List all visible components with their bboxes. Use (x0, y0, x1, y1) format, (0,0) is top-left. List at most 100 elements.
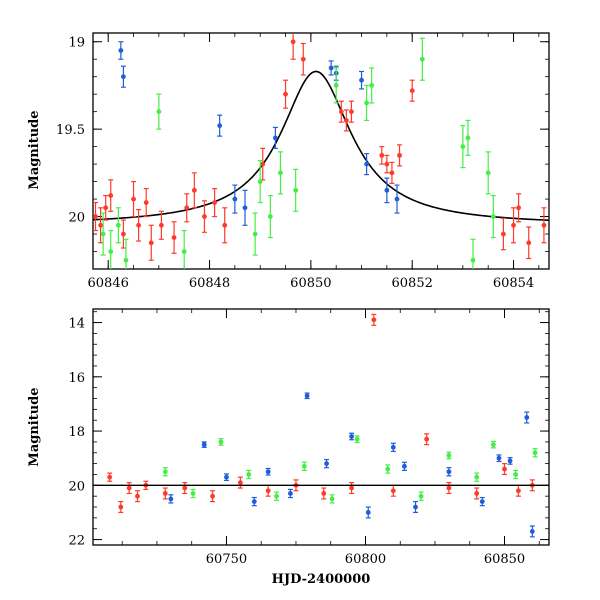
data-point (121, 231, 126, 237)
data-point (278, 170, 283, 176)
data-point (474, 491, 480, 496)
data-point (304, 393, 310, 399)
top-panel: 60846 60848 60850 60852 60854 19 19.5 20 Magnitu… (27, 32, 550, 291)
data-series (107, 313, 535, 514)
data-point (349, 109, 354, 115)
data-point (171, 235, 177, 240)
data-point (107, 474, 113, 480)
y-tick-label: 16 (68, 371, 85, 386)
data-point (159, 222, 164, 228)
data-point (181, 249, 187, 254)
data-point (162, 469, 168, 475)
data-point (103, 205, 109, 211)
data-point (390, 488, 396, 494)
data-point (474, 474, 480, 480)
plot-frame (92, 32, 550, 270)
data-point (526, 240, 532, 246)
y-tick-label: 14 (68, 317, 85, 332)
data-point (100, 231, 106, 237)
data-point (490, 214, 496, 219)
data-point (446, 469, 452, 475)
data-point (418, 493, 424, 499)
data-point (212, 200, 218, 205)
y-tick-label: 20 (68, 211, 85, 226)
x-axis-title: HJD-2400000 (272, 572, 371, 587)
data-point (108, 249, 114, 254)
data-point (93, 214, 98, 219)
data-point (333, 83, 339, 88)
data-point (201, 442, 207, 448)
data-point (267, 214, 273, 219)
data-point (371, 317, 377, 323)
data-point (321, 491, 327, 496)
data-point (479, 499, 485, 504)
data-point (328, 65, 334, 71)
data-point (516, 205, 521, 211)
plot-frame (92, 308, 550, 546)
data-point (237, 480, 243, 486)
data-point (168, 496, 174, 502)
data-point (218, 439, 224, 445)
data-point (301, 463, 307, 469)
data-point (460, 144, 466, 150)
data-point (108, 193, 114, 198)
y-tick-label: 19 (68, 36, 85, 51)
data-point (501, 231, 506, 237)
y-tick-label: 19.5 (56, 123, 85, 138)
data-point (242, 205, 248, 211)
data-point (513, 472, 519, 477)
bottom-panel: 60750 60800 60850 14 16 18 20 22 Magnitude HJD-24… (27, 308, 550, 587)
data-point (364, 100, 369, 106)
data-point (184, 205, 190, 211)
data-point (529, 529, 535, 534)
y-tick-label: 22 (68, 534, 85, 549)
data-point (156, 109, 162, 115)
data-point (532, 450, 538, 456)
data-point (273, 135, 278, 141)
data-point (385, 466, 391, 472)
data-point (343, 118, 349, 123)
data-point (290, 39, 296, 45)
data-point (384, 161, 390, 167)
data-point (446, 453, 452, 458)
data-point (293, 187, 299, 193)
data-point (511, 222, 516, 228)
data-point (136, 222, 142, 228)
data-point (210, 493, 215, 499)
data-point (394, 196, 400, 202)
data-point (265, 469, 271, 475)
data-point (516, 488, 521, 494)
data-point (131, 196, 136, 202)
data-point (251, 499, 257, 504)
data-point (349, 485, 354, 491)
data-point (369, 83, 375, 88)
data-series (168, 392, 535, 538)
data-point (324, 461, 329, 467)
data-point (409, 88, 415, 94)
data-point (246, 472, 252, 477)
data-point (143, 200, 149, 205)
data-point (182, 485, 188, 491)
data-point (300, 56, 306, 62)
data-point (384, 187, 390, 193)
data-point (121, 74, 126, 80)
data-point (126, 485, 132, 491)
data-point (202, 214, 207, 219)
data-point (217, 123, 223, 129)
data-point (257, 179, 263, 184)
data-point (329, 496, 335, 502)
data-point (222, 222, 228, 228)
y-tick-label: 20 (68, 479, 85, 494)
data-point (419, 56, 425, 62)
data-series (118, 41, 400, 226)
data-point (98, 222, 103, 228)
data-point (465, 135, 471, 141)
plot-content (93, 33, 549, 269)
data-point (359, 77, 364, 83)
data-point (524, 415, 530, 420)
data-point (265, 488, 271, 494)
data-series (162, 435, 538, 504)
data-point (118, 48, 124, 53)
data-point (446, 485, 452, 491)
